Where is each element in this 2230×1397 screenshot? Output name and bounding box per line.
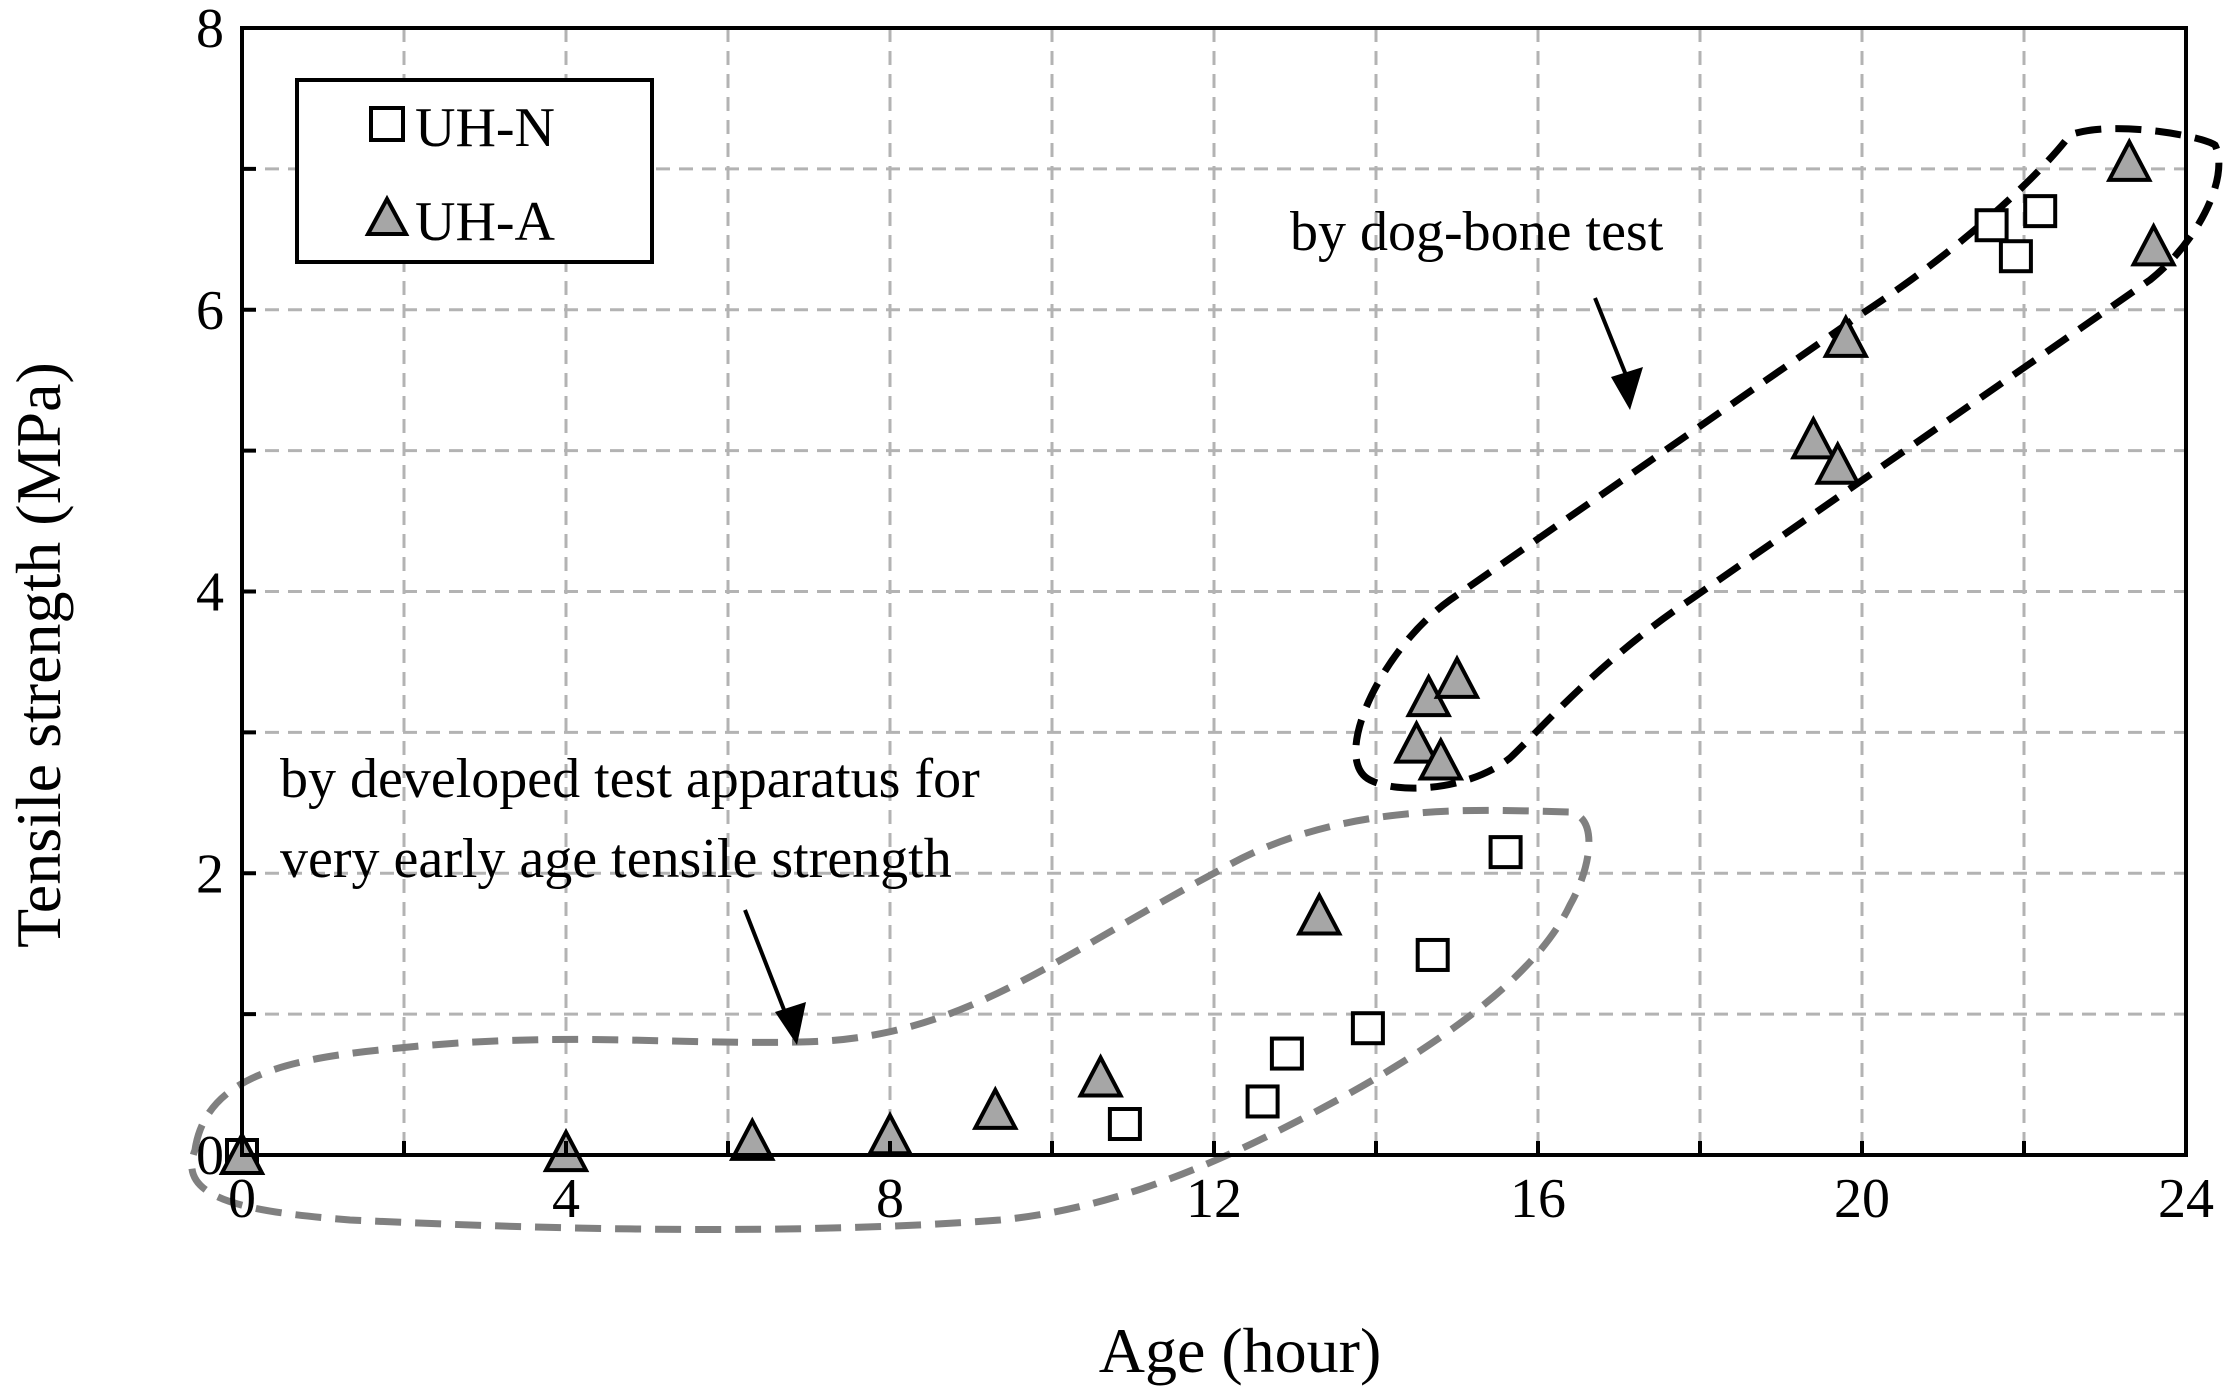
- point-uh-a: [1295, 891, 1343, 936]
- x-tick-label: 16: [1510, 1168, 1566, 1230]
- point-uh-n: [2023, 194, 2058, 229]
- y-tick-label: 8: [196, 0, 224, 60]
- legend-label-uh-n: UH-N: [415, 97, 555, 159]
- dog-bone-arrowhead: [1611, 367, 1643, 410]
- legend: UH-N UH-A: [295, 78, 654, 264]
- early-age-group-ellipse: [188, 806, 1593, 1233]
- x-tick-label: 8: [876, 1168, 904, 1230]
- point-uh-n: [1974, 208, 2009, 243]
- point-uh-n: [1998, 239, 2033, 274]
- data-marks: [218, 137, 2177, 1175]
- point-uh-a: [2105, 137, 2153, 182]
- early-age-annotation-line-2: very early age tensile strength: [280, 828, 952, 890]
- point-uh-a: [728, 1116, 776, 1161]
- dog-bone-annotation: by dog-bone test: [1290, 201, 1664, 263]
- x-tick-label: 0: [228, 1168, 256, 1230]
- y-axis-label: Tensile strength (MPa): [3, 362, 74, 948]
- point-uh-n: [1269, 1036, 1304, 1071]
- point-uh-n: [1415, 937, 1450, 972]
- point-uh-a: [971, 1085, 1019, 1130]
- x-tick-label: 20: [1834, 1168, 1890, 1230]
- dog-bone-arrow: [1593, 297, 1632, 386]
- point-uh-a: [1393, 719, 1440, 764]
- point-uh-a: [1822, 313, 1870, 358]
- point-uh-a: [1417, 736, 1465, 781]
- y-tick-label: 2: [196, 843, 224, 905]
- point-uh-n: [1350, 1011, 1385, 1046]
- x-tick-label: 24: [2158, 1168, 2214, 1230]
- early-age-arrowhead: [775, 1002, 806, 1045]
- early-age-annotation-line-1: by developed test apparatus for: [280, 748, 980, 810]
- legend-box: [295, 78, 654, 264]
- legend-label-uh-a: UH-A: [415, 191, 556, 253]
- y-tick-label: 4: [196, 562, 224, 624]
- x-tick-label: 4: [552, 1168, 580, 1230]
- point-uh-n: [1107, 1107, 1142, 1142]
- point-uh-a: [2130, 222, 2177, 267]
- legend-marker-uh-a: [364, 194, 410, 236]
- y-tick-label: 0: [196, 1125, 224, 1187]
- point-uh-n: [1245, 1084, 1280, 1119]
- point-uh-a: [1433, 654, 1481, 699]
- point-uh-a: [1077, 1053, 1124, 1098]
- x-tick-label: 12: [1186, 1168, 1242, 1230]
- y-tick-label: 6: [196, 280, 224, 342]
- point-uh-a: [1814, 440, 1862, 485]
- dog-bone-group-ellipse: [1352, 125, 2223, 792]
- point-uh-n: [1488, 835, 1523, 870]
- legend-marker-uh-n: [369, 106, 405, 142]
- x-axis-label: Age (hour): [1099, 1315, 1382, 1386]
- early-age-arrow: [743, 909, 790, 1021]
- point-uh-a: [1790, 415, 1837, 460]
